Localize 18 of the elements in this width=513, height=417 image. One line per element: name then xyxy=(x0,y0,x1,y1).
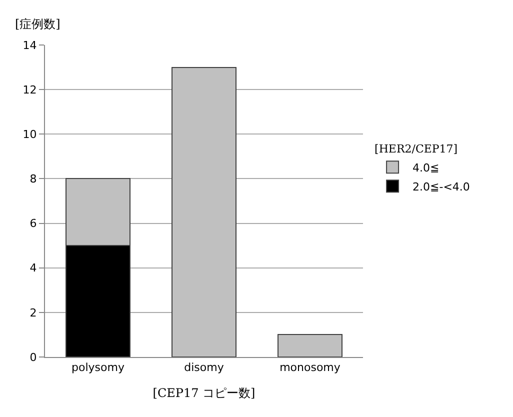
x-tick-label: disomy xyxy=(184,361,224,374)
x-tick-label: monosomy xyxy=(280,361,341,374)
bar xyxy=(172,66,236,357)
y-tick-label: 14 xyxy=(22,38,37,52)
x-axis-title: [CEP17 コピー数] xyxy=(152,386,256,400)
y-tick-label: 6 xyxy=(30,217,37,230)
y-tick-label: 12 xyxy=(22,83,37,96)
y-tick-label: 8 xyxy=(30,172,37,186)
x-tick-label: polysomy xyxy=(72,361,125,374)
legend-title: [HER2/CEP17] xyxy=(374,142,458,156)
y-tick-label: 0 xyxy=(30,350,37,364)
legend-label: 2.0≦-<4.0 xyxy=(412,180,470,194)
y-axis-title: [症例数] xyxy=(15,17,60,31)
y-tick-label: 2 xyxy=(30,306,37,320)
legend-label: 4.0≦ xyxy=(412,161,440,174)
y-tick-label: 4 xyxy=(30,262,37,275)
y-tick-label: 10 xyxy=(22,128,37,141)
bar xyxy=(278,334,342,357)
